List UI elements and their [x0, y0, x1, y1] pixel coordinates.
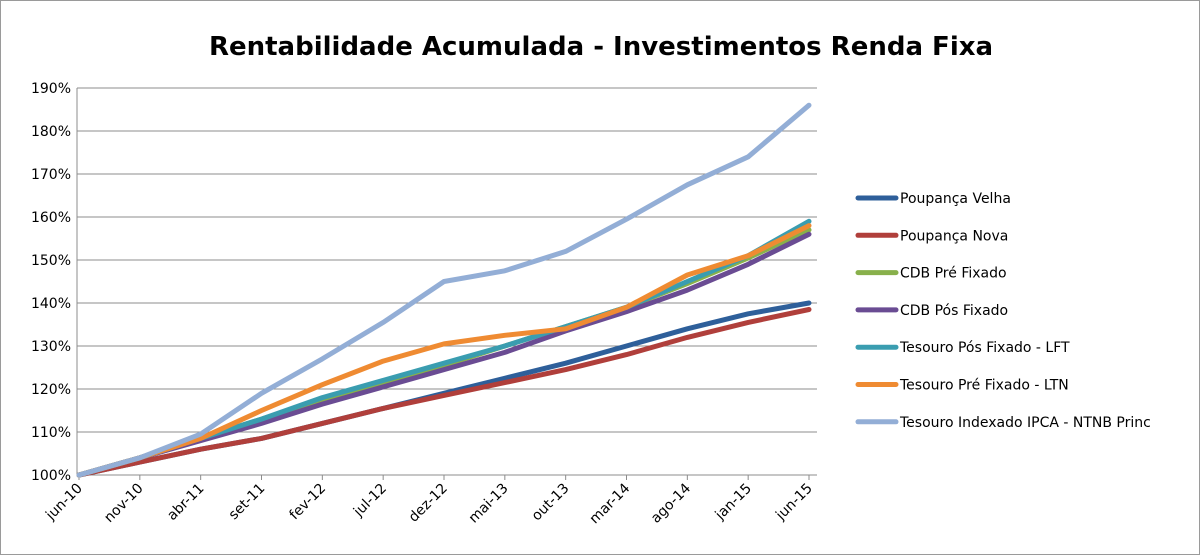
y-tick-label: 160% — [31, 210, 71, 226]
series-line-7 — [76, 102, 812, 478]
y-tick-label: 150% — [31, 253, 71, 269]
x-axis-tick-labels: jun-10 nov-10 abr-11 set-11 fev-12 jul-12 dez-… — [42, 480, 815, 527]
y-tick-label: 110% — [31, 425, 71, 441]
x-tick-label: jun-10 — [42, 481, 85, 524]
legend-label: Tesouro Pré Fixado - LTN — [899, 378, 1069, 394]
series-line-6 — [76, 223, 812, 478]
series-lines — [76, 102, 812, 478]
x-tick-label: set-11 — [226, 481, 269, 524]
legend-label: CDB Pré Fixado — [900, 266, 1007, 282]
legend-item: CDB Pré Fixado — [855, 266, 1007, 282]
legend-item: Tesouro Indexado IPCA - NTNB Princ — [855, 415, 1151, 431]
series-line-2 — [76, 307, 812, 478]
legend-label: CDB Pós Fixado — [900, 303, 1008, 319]
gridlines — [77, 87, 817, 433]
x-tick-label: jan-15 — [712, 481, 755, 524]
legend-item: CDB Pós Fixado — [855, 303, 1008, 319]
legend-item: Tesouro Pós Fixado - LFT — [855, 340, 1070, 356]
legend-label: Poupança Nova — [900, 228, 1008, 244]
chart-title: Rentabilidade Acumulada - Investimentos … — [209, 32, 993, 62]
y-tick-label: 180% — [31, 124, 71, 140]
legend-item: Tesouro Pré Fixado - LTN — [855, 378, 1069, 394]
y-tick-label: 190% — [31, 81, 71, 97]
x-tick-label: nov-10 — [101, 481, 146, 526]
legend-label: Tesouro Pós Fixado - LFT — [899, 340, 1070, 356]
x-tick-label: mai-13 — [466, 481, 512, 527]
x-tick-label: mar-14 — [587, 480, 634, 527]
y-tick-label: 130% — [31, 339, 71, 355]
y-tick-label: 120% — [31, 382, 71, 398]
y-axis-tick-labels: 100% 110% 120% 130% 140% 150% 160% 170% 180% 190% — [31, 81, 71, 484]
x-tick-label: dez-12 — [406, 481, 451, 526]
legend: Poupança Velha Poupança Nova CDB Pré Fixad… — [855, 191, 1151, 431]
y-tick-label: 170% — [31, 167, 71, 183]
legend-item: Poupança Nova — [855, 228, 1008, 244]
x-tick-label: jul-12 — [350, 481, 390, 521]
y-tick-label: 140% — [31, 296, 71, 312]
x-tick-label: out-13 — [529, 481, 573, 525]
legend-item: Poupança Velha — [855, 191, 1011, 207]
x-tick-label: ago-14 — [648, 480, 694, 526]
legend-label: Poupança Velha — [900, 191, 1011, 207]
y-tick-label: 100% — [31, 468, 71, 484]
x-tick-label: fev-12 — [287, 481, 330, 524]
legend-label: Tesouro Indexado IPCA - NTNB Princ — [899, 415, 1151, 431]
x-tick-label: jun-15 — [772, 481, 815, 524]
x-tick-label: abr-11 — [164, 481, 207, 524]
